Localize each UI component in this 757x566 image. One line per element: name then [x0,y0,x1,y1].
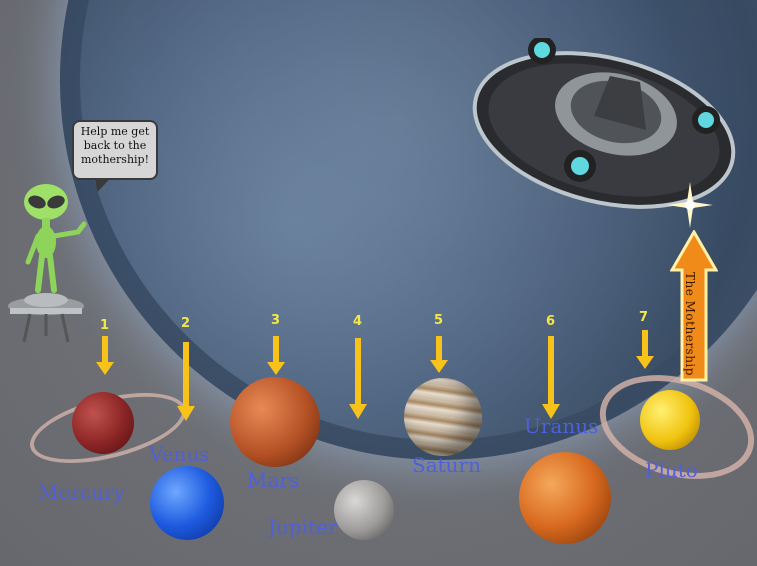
label-jupiter: Jupiter [268,515,338,539]
label-uranus: Uranus [524,414,599,438]
mothership-ufo[interactable] [470,38,738,218]
step-number-6: 6 [546,314,556,329]
planet-venus[interactable] [150,466,224,540]
label-venus: Venus [149,442,210,466]
arrow-down-icon [636,330,654,369]
step-number-2: 2 [181,316,191,331]
speech-text: Help me get back to the mothership! [80,125,150,166]
label-pluto: Pluto [645,458,698,482]
arrow-down-icon [96,336,114,375]
step-number-3: 3 [271,313,281,328]
speech-bubble: Help me get back to the mothership! [72,120,158,180]
planet-saturn[interactable] [404,378,482,456]
planet-mercury[interactable] [72,392,134,454]
arrow-up-icon[interactable] [670,230,718,382]
alien-on-saucer[interactable] [4,180,114,350]
step-number-7: 7 [639,310,649,325]
label-mercury: Mercury [38,480,125,504]
planet-jupiter[interactable] [334,480,394,540]
step-number-4: 4 [353,314,363,329]
step-number-1: 1 [100,318,110,333]
step-number-5: 5 [434,313,444,328]
arrow-down-icon [177,342,195,421]
planet-mars[interactable] [230,377,320,467]
planet-pluto[interactable] [640,390,700,450]
arrow-down-icon [430,336,448,373]
arrow-down-icon [349,338,367,419]
label-mars: Mars [247,468,300,492]
arrow-down-icon [542,336,560,419]
planet-uranus[interactable] [519,452,611,544]
mothership-label: The Mothership [683,272,697,376]
arrow-down-icon [267,336,285,375]
label-saturn: Saturn [412,453,481,477]
sparkle-icon [667,182,713,228]
